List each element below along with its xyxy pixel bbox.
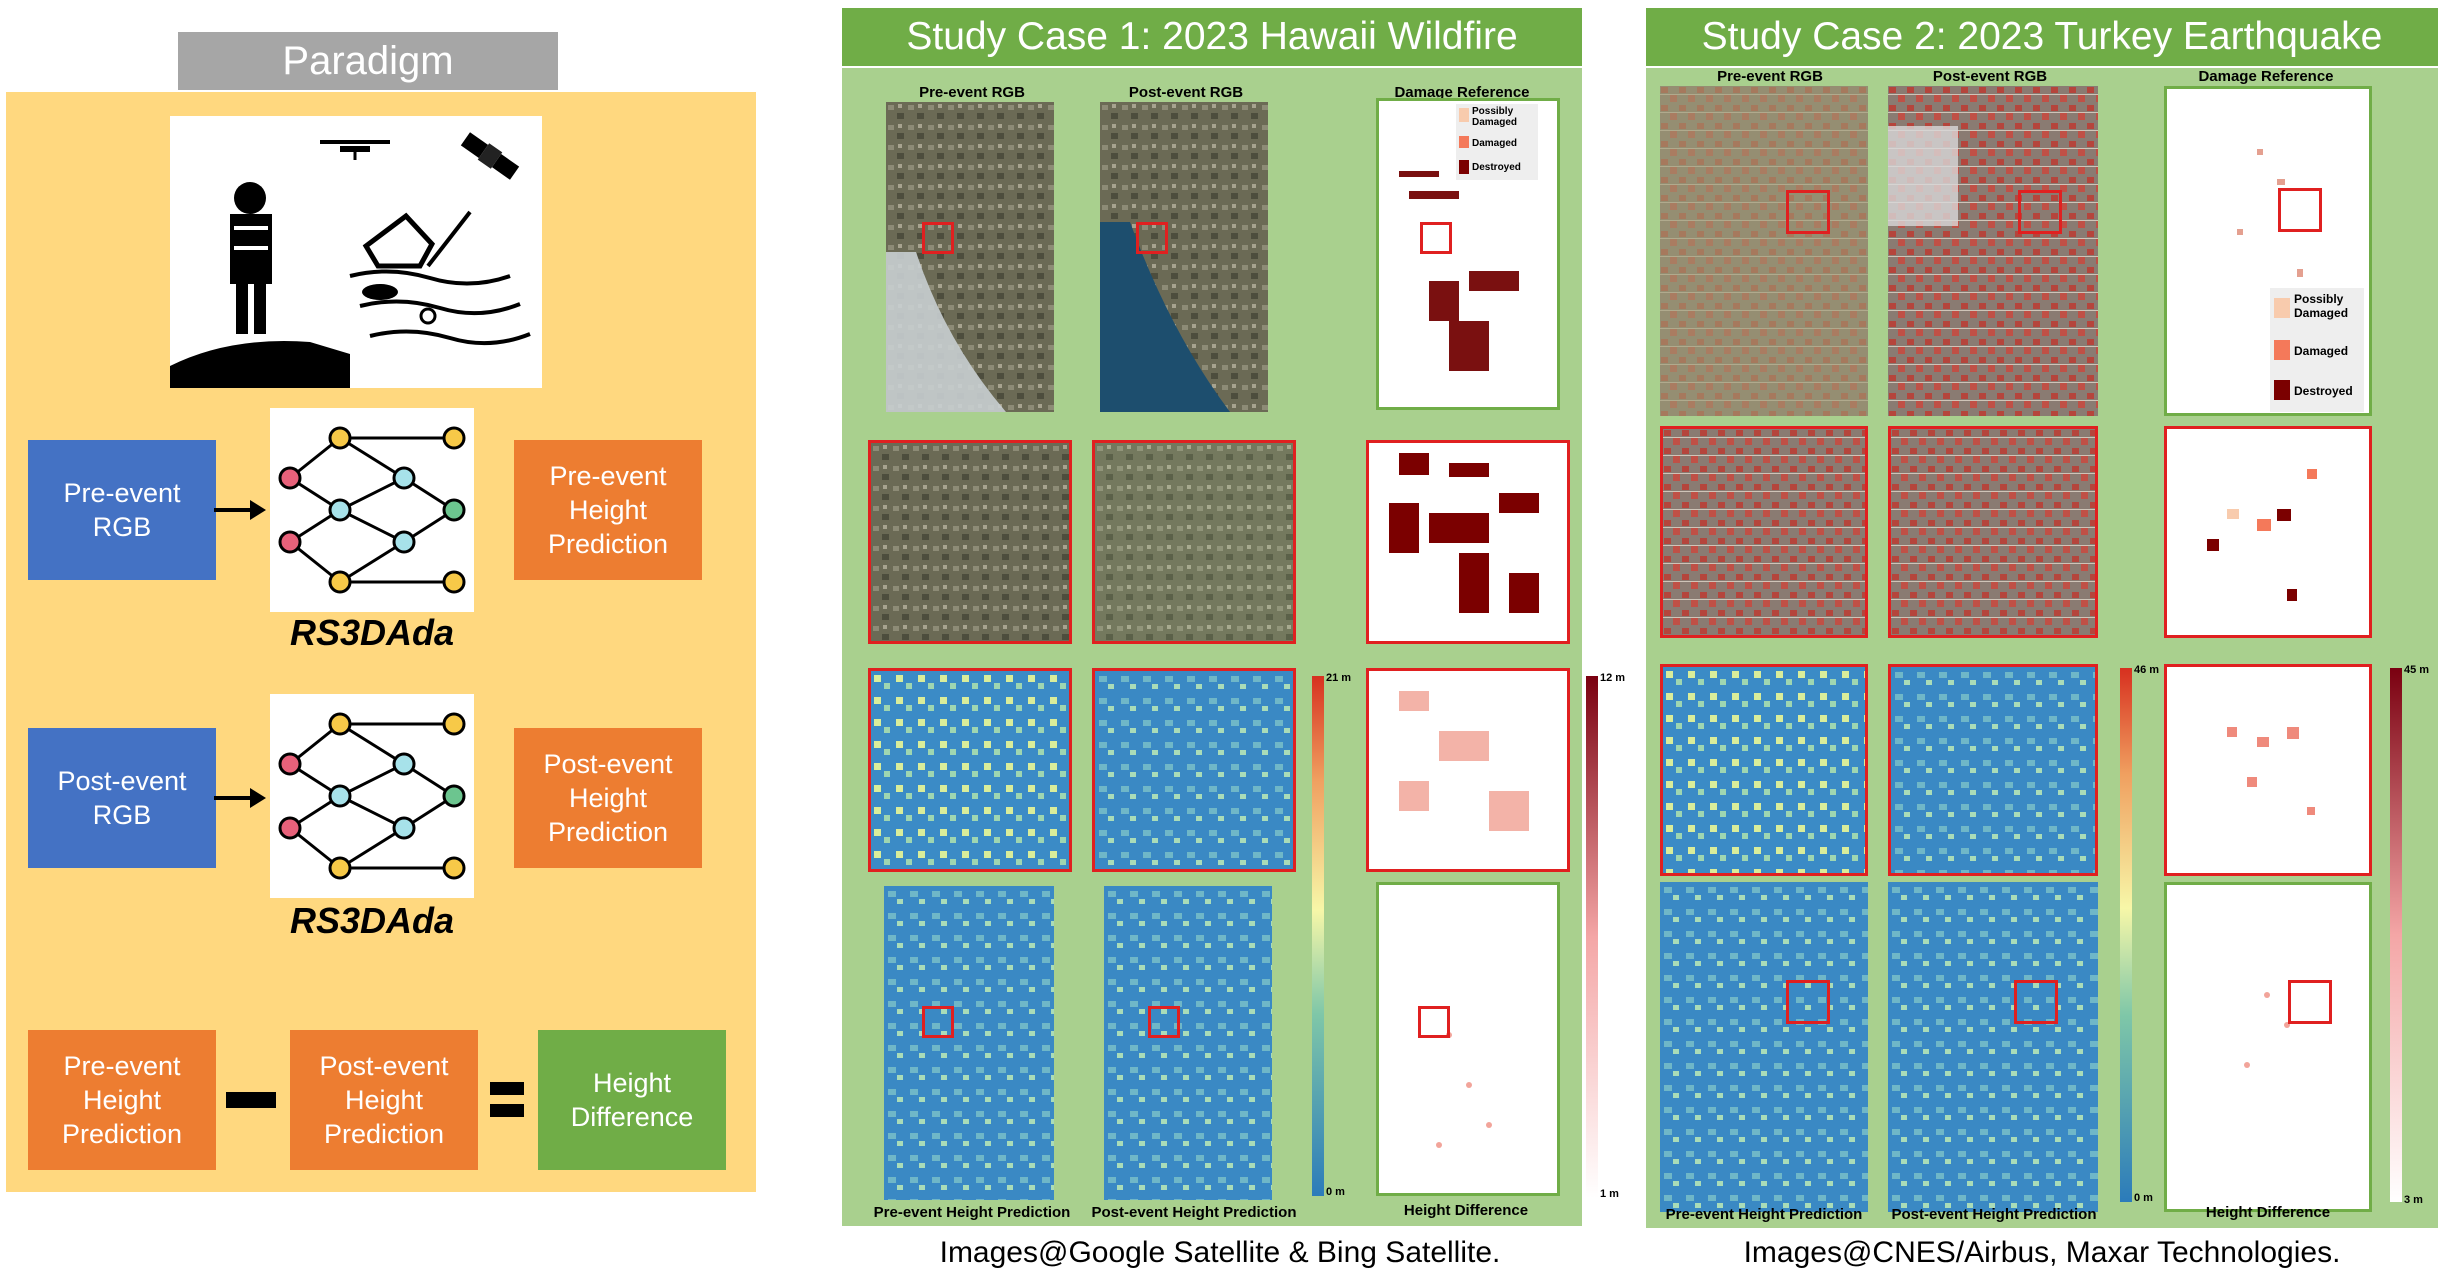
case1-post-rgb-zoom [1092,440,1296,644]
case1-height-min: 0 m [1326,1186,1345,1198]
case2-post-rgb-zoom [1888,426,2098,638]
case2-post-height-overview [1888,882,2098,1212]
case1-height-max: 21 m [1326,672,1352,684]
case2-damage-legend: Possibly Damaged Damaged Destroyed [2270,288,2364,412]
case1-col-post-label: Post-event RGB [1128,84,1244,101]
flooded-house-icon [349,210,531,346]
case2-pre-height-overview [1660,882,1868,1212]
case2-credit: Images@CNES/Airbus, Maxar Technologies. [1743,1236,2341,1269]
case1-title: Study Case 1: 2023 Hawaii Wildfire [842,8,1582,66]
case2-pre-rgb-zoom [1660,426,1868,638]
paradigm-title: Paradigm [178,32,558,90]
equals-icon [490,1082,524,1118]
case1-zoom-box [922,1006,954,1038]
height-difference-box: Height Difference [538,1030,726,1170]
case1-col-pre-label: Pre-event RGB [919,84,1025,101]
case1-post-rgb-overview [1100,102,1268,412]
case1-damage-reference-zoom [1366,440,1570,644]
case1-zoom-box [1148,1006,1180,1038]
case1-col-ref-label: Damage Reference [1394,84,1530,101]
case1-pre-height-zoom [868,668,1072,872]
case2-zoom-box [1786,190,1830,234]
case1-credit: Images@Google Satellite & Bing Satellite… [939,1236,1501,1269]
case1-post-height-zoom [1092,668,1296,872]
case2-pre-rgb-overview [1660,86,1868,416]
case1-diff-min: 1 m [1600,1188,1619,1200]
case1-bottom-diff-label: Height Difference [1403,1202,1529,1219]
case1-zoom-box [922,222,954,254]
case1-pre-height-overview [884,886,1054,1200]
case1-height-difference-overview [1376,882,1560,1196]
case2-height-difference-zoom [2164,664,2372,876]
worker-icon [230,182,272,334]
case2-damage-reference-zoom [2164,426,2372,638]
case1-zoom-box [1136,222,1168,254]
case1-post-height-overview [1104,886,1272,1200]
pre-event-height-box: Pre-event Height Prediction [514,440,702,580]
case2-zoom-box [2288,980,2332,1024]
arrow-right-icon [214,784,266,812]
case1-pre-rgb-zoom [868,440,1072,644]
case2-bottom-pre-label: Pre-event Height Prediction [1665,1206,1863,1223]
case2-zoom-box [2018,190,2062,234]
pre-event-rgb-box: Pre-event RGB [28,440,216,580]
case2-col-post-label: Post-event RGB [1932,68,2048,85]
case1-diff-colorbar [1586,676,1598,1198]
case2-zoom-box [2278,188,2322,232]
case2-diff-colorbar [2390,668,2402,1202]
satellite-icon [460,132,520,180]
case2-title: Study Case 2: 2023 Turkey Earthquake [1646,8,2438,66]
case1-height-colorbar [1312,676,1324,1196]
case2-diff-max: 45 m [2404,664,2430,676]
case1-zoom-box [1420,222,1452,254]
case2-height-difference-overview [2164,882,2372,1212]
case1-damage-legend: Possibly Damaged Damaged Destroyed [1456,104,1538,180]
case2-height-colorbar [2120,668,2132,1202]
case1-zoom-box [1418,1006,1450,1038]
case2-col-ref-label: Damage Reference [2198,68,2334,85]
case1-bottom-post-label: Post-event Height Prediction [1091,1204,1297,1221]
model-name-label-2: RS3DAda [289,900,455,941]
disaster-illustration [170,116,542,388]
drone-icon [320,140,390,160]
neural-network-icon [270,694,474,898]
model-name-label-1: RS3DAda [289,612,455,653]
post-event-height-box-bottom: Post-event Height Prediction [290,1030,478,1170]
case2-zoom-box [1786,980,1830,1024]
case2-post-height-zoom [1888,664,2098,876]
case1-pre-rgb-overview [886,102,1054,412]
case2-zoom-box [2014,980,2058,1024]
post-event-rgb-box: Post-event RGB [28,728,216,868]
case1-bottom-pre-label: Pre-event Height Prediction [873,1204,1071,1221]
neural-network-icon [270,408,474,612]
pre-event-height-box-bottom: Pre-event Height Prediction [28,1030,216,1170]
case1-height-difference-zoom [1366,668,1570,872]
case2-height-min: 0 m [2134,1192,2153,1204]
case2-diff-min: 3 m [2404,1194,2423,1206]
case2-height-max: 46 m [2134,664,2160,676]
case2-pre-height-zoom [1660,664,1868,876]
case1-diff-max: 12 m [1600,672,1626,684]
case2-bottom-diff-label: Height Difference [2205,1204,2331,1221]
case2-col-pre-label: Pre-event RGB [1717,68,1823,85]
case2-bottom-post-label: Post-event Height Prediction [1891,1206,2097,1223]
minus-icon [226,1092,276,1108]
case2-post-rgb-overview [1888,86,2098,416]
post-event-height-box: Post-event Height Prediction [514,728,702,868]
arrow-right-icon [214,496,266,524]
